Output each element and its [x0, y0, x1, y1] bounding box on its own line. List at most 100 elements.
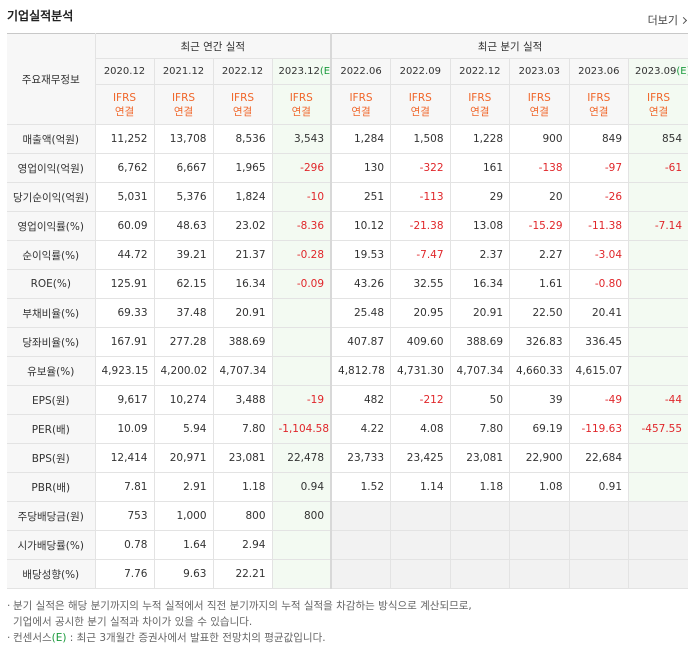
value-cell: 161 — [449, 153, 510, 183]
basis-standard: IFRS — [527, 91, 551, 104]
period-header: 2022.12 — [449, 58, 510, 85]
value-cell: 43.26 — [330, 269, 391, 299]
period-header: 2023.12(E) — [271, 58, 332, 85]
empty-cell — [390, 530, 451, 560]
value-cell: 2.94 — [212, 530, 272, 560]
value-cell: 4,707.34 — [449, 356, 510, 386]
data-row: PER(배) 10.09 5.94 7.80 -1,104.58 4.22 4.08 7.80… — [7, 414, 689, 444]
value-cell: 7.81 — [94, 472, 154, 502]
value-cell: 407.87 — [330, 327, 391, 357]
value-cell: -296 — [271, 153, 332, 183]
basis-header: IFRS 연결 — [628, 84, 689, 125]
basis-scope: 연결 — [351, 105, 371, 118]
period-header: 2023.06 — [568, 58, 629, 85]
value-cell: 19.53 — [330, 240, 391, 270]
value-cell: -61 — [628, 153, 689, 183]
value-cell: 32.55 — [390, 269, 451, 299]
value-cell: 4,200.02 — [153, 356, 213, 386]
basis-scope: 연결 — [173, 105, 194, 118]
value-cell: 4,615.07 — [568, 356, 629, 386]
basis-header: IFRS 연결 — [390, 84, 451, 125]
basis-standard: IFRS — [230, 91, 255, 104]
value-cell: -119.63 — [568, 414, 629, 444]
value-cell: 2.37 — [449, 240, 510, 270]
value-cell: 4,707.34 — [212, 356, 272, 386]
data-row: 당좌비율(%) 167.91 277.28 388.69 407.87 409.60 388… — [7, 327, 689, 357]
value-cell: 130 — [330, 153, 391, 183]
row-label: PER(배) — [7, 414, 95, 444]
value-cell: 4.08 — [390, 414, 451, 444]
financial-table: 주요재무정보 최근 연간 실적 최근 분기 실적 2020.12 2021.12 2022… — [7, 33, 689, 589]
value-cell: 6,667 — [153, 153, 213, 183]
basis-header: IFRS 연결 — [509, 84, 570, 125]
empty-cell — [628, 240, 689, 270]
value-cell: 60.09 — [94, 211, 154, 241]
value-cell: 20.41 — [568, 298, 629, 328]
value-cell: 7.76 — [94, 559, 154, 589]
row-label: 유보율(%) — [7, 356, 95, 386]
value-cell: 167.91 — [94, 327, 154, 357]
value-cell: 3,488 — [212, 385, 272, 415]
empty-cell — [449, 501, 510, 531]
basis-scope: 연결 — [410, 105, 430, 118]
value-cell: 5,031 — [94, 182, 154, 212]
basis-standard: IFRS — [408, 91, 432, 104]
data-row: PBR(배) 7.81 2.91 1.18 0.94 1.52 1.14 1.18 1.08 0.… — [7, 472, 689, 502]
basis-scope: 연결 — [232, 105, 253, 118]
value-cell: -7.14 — [628, 211, 689, 241]
row-label: EPS(원) — [7, 385, 95, 415]
value-cell: 388.69 — [212, 327, 272, 357]
header-label: 주요재무정보 — [7, 33, 95, 125]
empty-cell — [271, 559, 332, 589]
period-header: 2020.12 — [94, 58, 154, 85]
value-cell: 20 — [509, 182, 570, 212]
empty-cell — [628, 356, 689, 386]
empty-cell — [568, 530, 629, 560]
empty-cell — [271, 298, 332, 328]
value-cell: 800 — [271, 501, 332, 531]
value-cell: -26 — [568, 182, 629, 212]
value-cell: 22.50 — [509, 298, 570, 328]
value-cell: -11.38 — [568, 211, 629, 241]
empty-cell — [628, 530, 689, 560]
value-cell: 10.12 — [330, 211, 391, 241]
header-row: 2020.122021.122022.122023.12(E)2022.0620… — [7, 58, 689, 85]
basis-header: IFRS 연결 — [153, 84, 213, 125]
basis-scope: 연결 — [648, 105, 669, 118]
basis-standard: IFRS — [646, 91, 671, 104]
basis-header: IFRS 연결 — [212, 84, 272, 125]
value-cell: 44.72 — [94, 240, 154, 270]
note-line: 컨센서스(E) : 최근 3개월간 증권사에서 발표한 전망치의 평균값입니다. — [13, 632, 326, 644]
value-cell: 48.63 — [153, 211, 213, 241]
value-cell: 16.34 — [212, 269, 272, 299]
value-cell: 4,812.78 — [330, 356, 391, 386]
value-cell: -0.28 — [271, 240, 332, 270]
period-header: 2023.09(E) — [628, 58, 689, 85]
more-link[interactable]: 더보기 — [648, 12, 686, 28]
value-cell: -1,104.58 — [271, 414, 332, 444]
value-cell: 5,376 — [153, 182, 213, 212]
value-cell: 1,284 — [330, 124, 391, 154]
value-cell: 753 — [94, 501, 154, 531]
empty-cell — [449, 530, 510, 560]
row-label: 당기순이익(억원) — [7, 182, 95, 212]
value-cell: 50 — [449, 385, 510, 415]
data-row: 배당성향(%) 7.76 9.63 22.21 — [7, 559, 689, 589]
data-row: EPS(원) 9,617 10,274 3,488 -19 482 -212 50 39 -49-… — [7, 385, 689, 415]
value-cell: -457.55 — [628, 414, 689, 444]
row-label: 영업이익(억원) — [7, 153, 95, 183]
value-cell: 10,274 — [153, 385, 213, 415]
value-cell: 1,228 — [449, 124, 510, 154]
section-title: 기업실적분석 — [7, 9, 74, 23]
value-cell: -21.38 — [390, 211, 451, 241]
empty-cell — [330, 530, 391, 560]
value-cell: 388.69 — [449, 327, 510, 357]
value-cell: 13,708 — [153, 124, 213, 154]
value-cell: 23,081 — [449, 443, 510, 473]
value-cell: 9,617 — [94, 385, 154, 415]
value-cell: 25.48 — [330, 298, 391, 328]
row-label: 순이익률(%) — [7, 240, 95, 270]
value-cell: 10.09 — [94, 414, 154, 444]
value-cell: -7.47 — [390, 240, 451, 270]
basis-header: IFRS 연결 — [330, 84, 391, 125]
